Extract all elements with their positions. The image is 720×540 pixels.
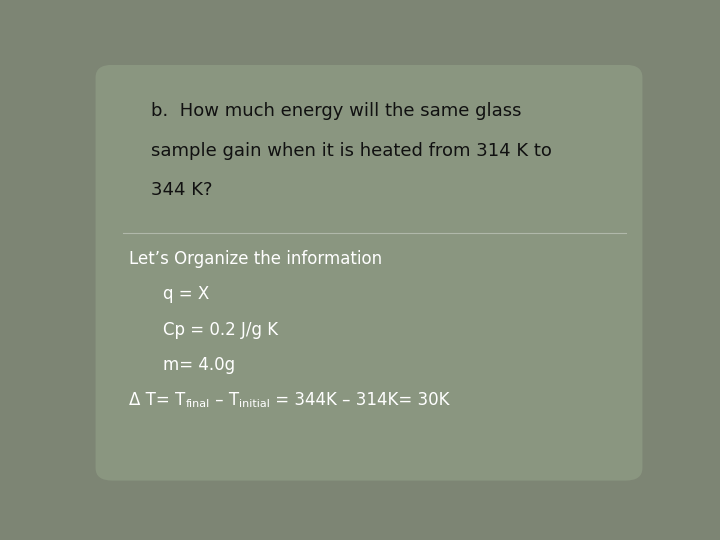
Text: b.  How much energy will the same glass: b. How much energy will the same glass — [151, 102, 522, 120]
Text: sample gain when it is heated from 314 K to: sample gain when it is heated from 314 K… — [151, 141, 552, 160]
Text: Δ T= T: Δ T= T — [129, 391, 185, 409]
Text: m= 4.0g: m= 4.0g — [163, 356, 235, 374]
Text: initial: initial — [239, 399, 269, 409]
Text: final: final — [185, 399, 210, 409]
Text: q = X: q = X — [163, 285, 209, 303]
Text: = 344K – 314K= 30K: = 344K – 314K= 30K — [269, 391, 449, 409]
Text: Let’s Organize the information: Let’s Organize the information — [129, 250, 382, 268]
FancyBboxPatch shape — [96, 65, 642, 481]
Text: Cp = 0.2 J/g K: Cp = 0.2 J/g K — [163, 321, 278, 339]
Text: 344 K?: 344 K? — [151, 181, 213, 199]
Text: – T: – T — [210, 391, 239, 409]
